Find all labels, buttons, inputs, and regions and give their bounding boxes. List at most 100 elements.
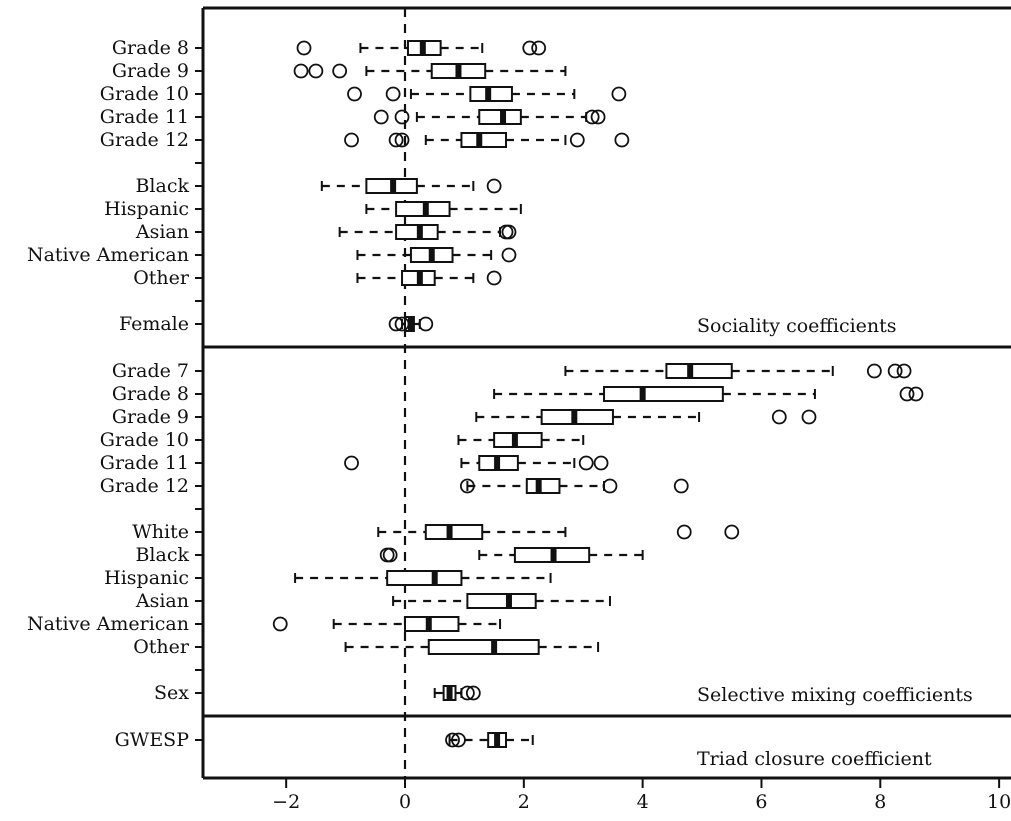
panel-group [293,40,630,332]
row-label: Grade 11 [100,452,189,474]
panel-title: Triad closure coefficient [697,748,932,770]
outlier-point [614,132,630,148]
row-label: Grade 11 [100,106,189,128]
row-label: Hispanic [104,567,189,589]
box-row [564,363,912,379]
outlier-point [498,224,514,240]
outlier-point [593,455,609,471]
outlier-point [465,685,481,701]
median-mark [491,639,498,655]
x-tick-label: 2 [518,791,530,813]
row-label: Sex [154,682,189,704]
outlier-point [486,178,502,194]
outlier-point [394,132,410,148]
iqr-box [466,593,537,609]
box-row [344,455,609,471]
outlier-point [459,478,475,494]
panel-dividers [203,345,1011,718]
outlier-point [724,524,740,540]
x-tick-label: 6 [755,791,767,813]
median-mark [500,109,507,125]
row-label: GWESP [115,729,190,751]
median-mark [446,524,453,540]
box-row [296,40,547,56]
outlier-point [602,478,618,494]
outlier-point [344,455,359,471]
outlier-point [394,316,410,332]
median-mark [416,224,423,240]
row-label: Grade 9 [112,406,189,428]
box-row [388,316,434,332]
box-row [475,409,817,425]
outlier-point [908,386,924,402]
box-row [373,109,606,125]
iqr-box [603,386,724,402]
outlier-point [486,270,502,286]
x-tick-label: −2 [272,791,300,813]
row-label: Black [135,544,189,566]
row-label: Grade 8 [112,383,189,405]
median-mark [494,455,501,471]
outlier-point [771,409,787,425]
x-tick-label: 0 [399,791,411,813]
outlier-point [801,409,817,425]
outlier-point [501,224,517,240]
outlier-point [578,455,594,471]
outlier-point [451,732,466,748]
median-mark [425,616,432,632]
outlier-point [388,316,404,332]
median-mark [687,363,694,379]
row-label: Native American [27,244,189,266]
median-mark [419,40,426,56]
box-row [433,685,481,701]
boxplot-rows [272,40,924,748]
x-tick-label: 4 [637,791,649,813]
row-label: Grade 7 [112,360,189,382]
iqr-box [386,570,463,586]
row-label: Grade 12 [100,475,189,497]
outlier-point [445,732,460,748]
row-label: Other [133,636,190,658]
median-mark [485,86,492,102]
outlier-point [584,109,600,125]
iqr-box [424,524,484,540]
box-row [459,478,689,494]
median-mark [639,386,646,402]
outlier-point [296,40,312,56]
row-label: Native American [27,613,189,635]
median-mark [505,593,512,609]
outlier-point [866,363,882,379]
median-mark [428,247,435,263]
median-mark [455,63,462,79]
median-mark [494,732,501,748]
outlier-point [379,547,395,563]
median-mark [476,132,483,148]
row-label: Grade 10 [100,83,189,105]
median-mark [407,316,414,332]
row-label: Asian [135,221,189,243]
panel-group [445,732,534,748]
outlier-point [418,316,434,332]
outlier-point [373,109,389,125]
panel-titles: Sociality coefficients Selective mixing c… [697,315,973,770]
iqr-box [427,639,540,655]
median-mark [390,178,397,194]
outlier-point [394,109,410,125]
median-mark [431,570,438,586]
outlier-point [887,363,903,379]
median-mark [535,478,542,494]
box-row [338,224,517,240]
panel-title: Sociality coefficients [697,315,897,337]
box-row [293,63,567,79]
outlier-point [385,86,401,102]
outlier-point [531,40,547,56]
outlier-point [501,247,517,263]
box-row [493,386,924,402]
row-label: Other [133,267,190,289]
panel-title: Selective mixing coefficients [697,684,973,706]
box-row [377,524,740,540]
box-row [365,201,522,217]
box-row [272,616,502,632]
box-row [392,593,611,609]
